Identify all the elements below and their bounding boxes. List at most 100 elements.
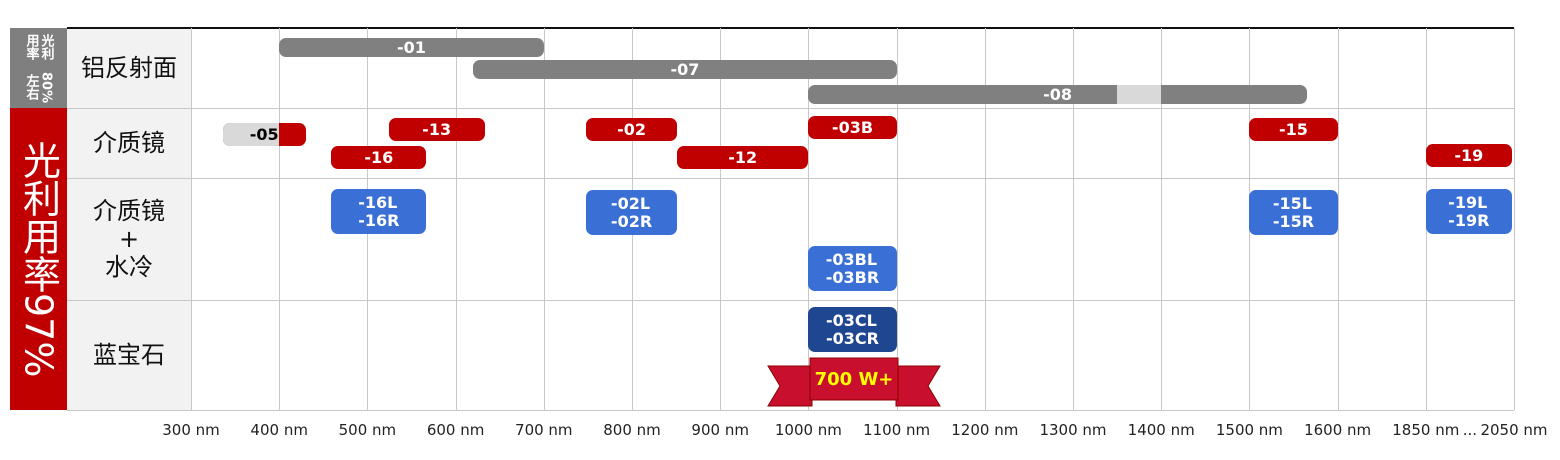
range-bar: -02L -02R [586,190,677,235]
grid-line [896,28,898,410]
bar-label: -08 [1043,85,1072,104]
grid-line [543,28,545,410]
bar-label-line: -16L [358,192,398,212]
range-bar: -15 [1249,118,1338,141]
bar-label: -05 [249,124,279,144]
bar-label-line: -15 [1279,119,1308,139]
bar-label-line: -03CR [826,328,879,348]
tick-label: 1200 nm [951,421,1019,439]
grid-line [808,28,810,410]
bar-label-line: -15L [1272,193,1312,213]
bar-label-line: -07 [670,60,700,79]
grid-line [1337,28,1339,410]
bar-label-line: -08 [1043,85,1072,104]
row-label: 介质镜 + 水冷 [67,178,191,300]
bar-label-line: -05 [249,124,279,144]
group-label: 光利用率97% [10,108,67,410]
tick-label: 1300 nm [1039,421,1107,439]
grid-line [1073,28,1074,410]
bottom-rule [67,410,1514,411]
bar-label-line: -12 [728,147,758,167]
range-bar-light [1117,85,1162,104]
tick-label: 1000 nm [774,421,842,439]
grid-line [1514,28,1515,410]
bar-label-line: -15R [1272,211,1315,231]
tick-label: 700 nm [515,421,573,439]
bar-label-line: -16R [358,210,400,230]
bar-label-line: -02 [617,119,646,139]
group-label-line: 80%左右 [23,71,54,103]
row-label-line: 铝反射面 [81,54,177,82]
grid-line [279,28,281,410]
top-rule [67,27,1514,29]
bar-label: -15L -15R [1272,193,1315,231]
bar-label-line: -13 [422,119,452,139]
group-label-line: 光利用率97% [16,140,61,378]
tick-label: 400 nm [250,421,308,439]
range-bar: -12 [676,146,809,169]
group-label: 光利用率 80%左右 [10,28,67,108]
bar-label: -12 [728,147,758,167]
bar-label: -03CL -03CR [826,310,879,348]
range-bar: -19 [1425,144,1512,167]
bar-label-line: -02R [610,211,653,231]
tick-label: 1500 nm [1215,421,1283,439]
row-label: 铝反射面 [67,28,191,108]
range-bar: -03B [808,116,897,139]
bar-label-line: -03B [831,117,874,137]
range-bar: -05 [222,123,306,146]
range-bar: -03CL -03CR [808,307,897,352]
range-bar: -13 [388,118,485,141]
bar-label: -02 [617,119,646,139]
range-bar-light [222,123,280,146]
badge-label: 700 W+ [815,369,894,390]
tick-label: 1400 nm [1127,421,1195,439]
range-bar: -03BL -03BR [808,246,897,291]
tick-label: 800 nm [603,421,661,439]
bar-label: -02L -02R [610,193,653,231]
tick-label: 500 nm [338,421,397,439]
bar-label: -01 [397,38,426,57]
row-label: 蓝宝石 [67,300,191,410]
range-bar: -19L -19R [1425,189,1512,234]
grid-line [984,28,986,410]
bar-label-line: -03CL [826,310,877,330]
bar-label: -16 [364,147,394,167]
bar-label: -19 [1454,146,1483,165]
row-divider [67,108,1514,109]
bar-label-line: -01 [397,38,426,57]
row-label-line: 介质镜 [93,197,165,225]
range-bar: -08 [808,85,1307,104]
range-bar: -02 [586,118,677,141]
grid-line [455,28,457,410]
row-divider [67,178,1514,179]
grid-line [1161,28,1163,410]
range-bar: -07 [473,60,897,79]
row-label-line: 介质镜 [93,129,165,157]
tick-label: 900 nm [691,421,749,439]
grid-line [191,28,192,410]
bar-label: -13 [422,119,452,139]
bar-label: -19L -19R [1448,193,1490,230]
bar-label: -15 [1279,119,1308,139]
bar-label-line: -03BR [825,267,880,287]
bar-label: -16L -16R [358,192,400,230]
bar-label-line: -03BL [825,249,878,269]
bar-label: -03B [831,117,874,137]
range-bar: -01 [279,38,544,57]
bar-label: -07 [670,60,700,79]
range-bar: -16 [331,146,427,169]
bar-label-line: -19R [1448,210,1490,230]
axis-ellipsis: ... [1462,421,1478,439]
row-divider [67,300,1514,301]
tick-label: 1600 nm [1304,421,1372,439]
grid-line [720,28,722,410]
bar-label-line: -16 [364,147,394,167]
row-label-line: 水冷 [105,253,153,281]
tick-label: 2050 nm [1480,421,1548,439]
row-label-line: 蓝宝石 [93,341,165,369]
row-label-line: + [118,225,140,253]
bar-label-line: -02L [610,193,651,213]
badge-ribbon: 700 W+ [767,357,941,407]
